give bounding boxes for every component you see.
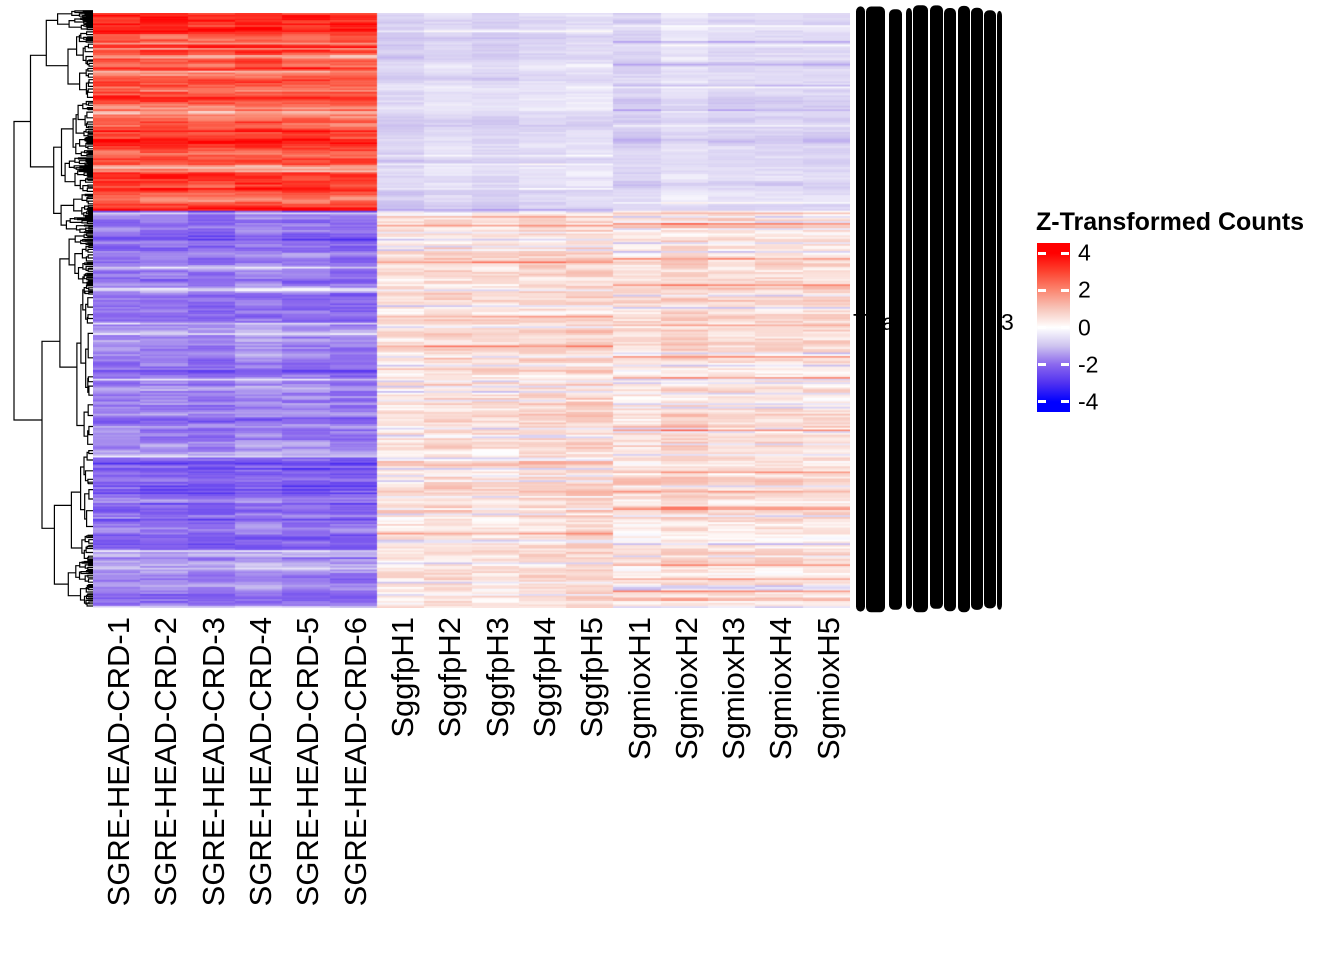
column-label: SGRE-HEAD-CRD-2 xyxy=(148,617,184,907)
row-label-ink-bar xyxy=(997,10,1002,610)
column-label: SgmioxH5 xyxy=(810,617,846,760)
column-label: SGRE-HEAD-CRD-1 xyxy=(101,617,136,907)
row-label-ink-bar xyxy=(906,8,912,610)
row-label-ink-bar xyxy=(913,5,928,613)
column-label: SggfpH2 xyxy=(432,617,468,738)
legend-tick-dash xyxy=(1038,400,1046,404)
legend-tick-dash xyxy=(1061,326,1069,329)
legend-tick-label: 4 xyxy=(1078,239,1091,266)
legend-tick-dash xyxy=(1061,251,1069,255)
legend-tick-dash xyxy=(1038,363,1046,366)
row-label-ink-bar xyxy=(971,7,983,610)
row-label-ink-bar xyxy=(889,9,902,610)
column-label: SGRE-HEAD-CRD-4 xyxy=(243,617,278,907)
row-label-ink-bar xyxy=(866,6,885,613)
column-label: SggfpH3 xyxy=(479,617,515,738)
row-label-ink-bar xyxy=(930,5,943,609)
row-dendrogram xyxy=(13,10,93,607)
column-label: SgmioxH4 xyxy=(763,617,799,760)
column-label: SGRE-HEAD-CRD-3 xyxy=(195,617,231,907)
legend-tick-label: -2 xyxy=(1078,351,1099,378)
row-label-fragment: a xyxy=(882,309,895,335)
column-label: SgmioxH3 xyxy=(716,617,752,760)
legend-title: Z-Transformed Counts xyxy=(1036,208,1305,236)
row-label-ink-bar xyxy=(944,8,956,612)
column-label: SggfpH1 xyxy=(384,617,420,738)
row-label-ink-bar xyxy=(984,10,996,609)
row-label-ink-bar xyxy=(958,5,970,613)
row-label-fragment: 3 xyxy=(1001,309,1014,335)
legend-tick-dash xyxy=(1038,326,1046,329)
legend-tick-label: 2 xyxy=(1078,276,1091,303)
legend-tick-label: 0 xyxy=(1078,314,1091,340)
legend-tick-label: -4 xyxy=(1078,388,1099,415)
column-label: SgmioxH2 xyxy=(668,617,704,760)
legend-tick-dash xyxy=(1061,289,1069,292)
column-label: SggfpH5 xyxy=(574,617,610,738)
column-label: SGRE-HEAD-CRD-5 xyxy=(290,617,326,907)
row-label-fragment: T xyxy=(853,309,867,335)
column-label: SGRE-HEAD-CRD-6 xyxy=(337,617,373,907)
dendrogram-branches xyxy=(13,10,93,607)
column-label: SggfpH4 xyxy=(526,617,562,738)
legend-tick-dash xyxy=(1038,251,1046,255)
heatmap-canvas xyxy=(93,13,850,608)
column-label: SgmioxH1 xyxy=(621,617,657,760)
legend-tick-dash xyxy=(1061,400,1069,404)
row-label-ink-bar xyxy=(856,6,865,612)
legend-tick-dash xyxy=(1038,289,1046,292)
legend-tick-dash xyxy=(1061,363,1069,366)
